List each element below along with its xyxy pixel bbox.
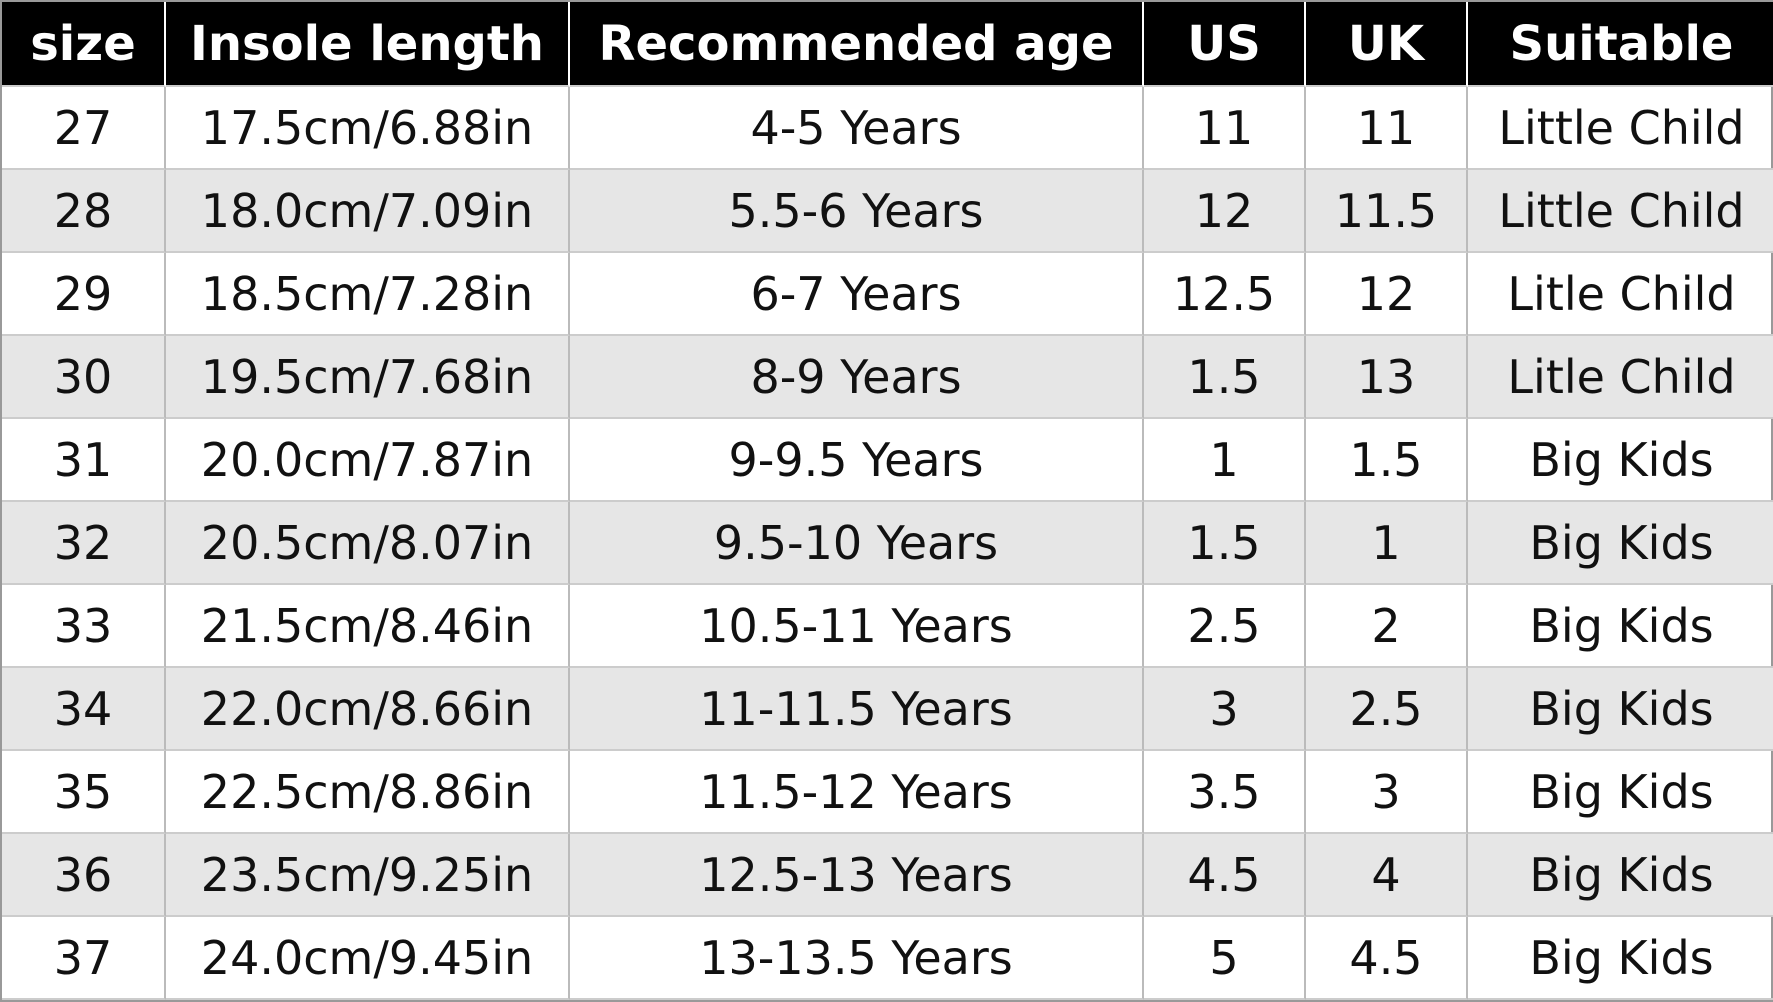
table-cell: 9-9.5 Years: [570, 419, 1144, 502]
table-cell: Big Kids: [1468, 834, 1773, 917]
header-cell: US: [1144, 2, 1306, 87]
table-cell: 17.5cm/6.88in: [166, 87, 570, 170]
table-cell: 20.0cm/7.87in: [166, 419, 570, 502]
table-cell: 12: [1306, 253, 1468, 336]
table-cell: 37: [2, 917, 166, 1000]
table-cell: Little Child: [1468, 170, 1773, 253]
table-cell: 13-13.5 Years: [570, 917, 1144, 1000]
table-cell: Big Kids: [1468, 668, 1773, 751]
table-cell: 35: [2, 751, 166, 834]
table-cell: 2.5: [1306, 668, 1468, 751]
table-cell: 22.0cm/8.66in: [166, 668, 570, 751]
table-cell: 27: [2, 87, 166, 170]
table-cell: 11: [1144, 87, 1306, 170]
table-cell: 11.5-12 Years: [570, 751, 1144, 834]
table-cell: 2: [1306, 585, 1468, 668]
header-cell: Insole length: [166, 2, 570, 87]
header-cell: UK: [1306, 2, 1468, 87]
table-cell: 21.5cm/8.46in: [166, 585, 570, 668]
table-cell: 13: [1306, 336, 1468, 419]
table-cell: 20.5cm/8.07in: [166, 502, 570, 585]
table-cell: 30: [2, 336, 166, 419]
table-cell: Litle Child: [1468, 253, 1773, 336]
header-cell: size: [2, 2, 166, 87]
table-cell: 4.5: [1144, 834, 1306, 917]
table-cell: 12.5: [1144, 253, 1306, 336]
table-cell: 5: [1144, 917, 1306, 1000]
table-cell: 11: [1306, 87, 1468, 170]
header-cell: Suitable: [1468, 2, 1773, 87]
table-cell: 1: [1144, 419, 1306, 502]
table-cell: Big Kids: [1468, 502, 1773, 585]
table-cell: 3.5: [1144, 751, 1306, 834]
table-cell: 4-5 Years: [570, 87, 1144, 170]
table-cell: 11-11.5 Years: [570, 668, 1144, 751]
table-cell: 12: [1144, 170, 1306, 253]
table-cell: 18.0cm/7.09in: [166, 170, 570, 253]
table-cell: 12.5-13 Years: [570, 834, 1144, 917]
table-cell: 29: [2, 253, 166, 336]
table-cell: 9.5-10 Years: [570, 502, 1144, 585]
table-cell: 8-9 Years: [570, 336, 1144, 419]
table-cell: Big Kids: [1468, 585, 1773, 668]
table-cell: 6-7 Years: [570, 253, 1144, 336]
table-cell: Big Kids: [1468, 917, 1773, 1000]
table-cell: 24.0cm/9.45in: [166, 917, 570, 1000]
table-cell: 31: [2, 419, 166, 502]
table-cell: 22.5cm/8.86in: [166, 751, 570, 834]
table-cell: 1.5: [1144, 502, 1306, 585]
table-cell: 32: [2, 502, 166, 585]
table-cell: 1: [1306, 502, 1468, 585]
table-cell: 4: [1306, 834, 1468, 917]
table-cell: Big Kids: [1468, 419, 1773, 502]
table-cell: 36: [2, 834, 166, 917]
table-cell: 1.5: [1306, 419, 1468, 502]
table-cell: Big Kids: [1468, 751, 1773, 834]
table-cell: 19.5cm/7.68in: [166, 336, 570, 419]
table-cell: 3: [1306, 751, 1468, 834]
table-cell: 18.5cm/7.28in: [166, 253, 570, 336]
table-cell: 5.5-6 Years: [570, 170, 1144, 253]
table-cell: Litle Child: [1468, 336, 1773, 419]
table-cell: 33: [2, 585, 166, 668]
table-cell: 11.5: [1306, 170, 1468, 253]
header-cell: Recommended age: [570, 2, 1144, 87]
table-cell: 4.5: [1306, 917, 1468, 1000]
table-cell: Little Child: [1468, 87, 1773, 170]
table-cell: 1.5: [1144, 336, 1306, 419]
table-cell: 28: [2, 170, 166, 253]
table-cell: 2.5: [1144, 585, 1306, 668]
table-cell: 10.5-11 Years: [570, 585, 1144, 668]
table-cell: 34: [2, 668, 166, 751]
table-cell: 23.5cm/9.25in: [166, 834, 570, 917]
table-cell: 3: [1144, 668, 1306, 751]
